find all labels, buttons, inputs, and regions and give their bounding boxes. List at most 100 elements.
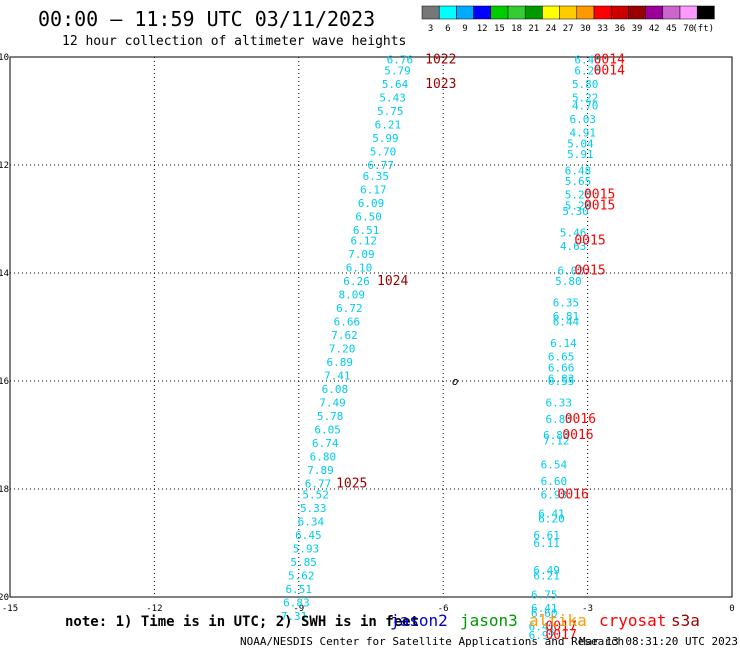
wave-height-point: 6.51 (286, 583, 313, 596)
scale-swatch (679, 5, 698, 20)
wave-height-point: 6.48 (565, 164, 592, 177)
wave-height-point: 6.80 (310, 451, 337, 464)
footer-timestamp: Mar 13 08:31:20 UTC 2023 (579, 635, 738, 648)
y-tick-label: -20 (0, 593, 9, 603)
scale-label: 24 (546, 24, 557, 34)
wave-height-point: 6.05 (314, 424, 341, 437)
wave-height-point: 5.52 (302, 488, 329, 501)
wave-height-point: 6.48 (574, 54, 601, 67)
wave-height-point: 6.65 (548, 351, 575, 364)
wave-height-point: 7.31 (281, 610, 308, 623)
time-label: 0017 (545, 628, 576, 643)
color-scale: 3 6 9 12 15 18 21 24 27 30 33 36 39 42 45 70(ft) (421, 5, 715, 34)
wave-height-point: 6.60 (541, 475, 568, 488)
wave-height-point: 6.83 (545, 413, 572, 426)
wave-height-point: 6.41 (531, 602, 558, 615)
scale-label: 30 (580, 24, 591, 34)
x-tick-label: -3 (582, 604, 593, 614)
wave-height-point: 5.99 (372, 132, 399, 145)
wave-height-point: 6.41 (529, 621, 556, 634)
wave-height-point: 6.03 (570, 113, 597, 126)
wave-height-point: 7.12 (543, 434, 570, 447)
scale-swatch (507, 5, 526, 20)
scale-swatch (593, 5, 612, 20)
wave-height-point: 6.93 (541, 488, 568, 501)
wave-height-point: 7.62 (331, 329, 358, 342)
y-tick-label: -14 (0, 269, 9, 279)
wave-height-point: 5.43 (379, 92, 406, 105)
wave-height-point: 6.77 (367, 159, 394, 172)
wave-height-point: 4.70 (572, 100, 599, 113)
wave-height-point: 6.09 (358, 197, 385, 210)
time-label: 0015 (584, 188, 615, 203)
wave-height-point: 4.91 (570, 127, 597, 140)
scale-swatch (645, 5, 664, 20)
wave-height-point: 6.66 (334, 316, 361, 329)
wave-height-point: 5.65 (565, 175, 592, 188)
wave-height-point: 7.41 (324, 370, 351, 383)
y-tick-label: -18 (0, 485, 9, 495)
scale-label: 36 (614, 24, 625, 34)
wave-height-point: 5.46 (560, 227, 587, 240)
time-label: 0015 (584, 199, 615, 214)
scale-swatch (559, 5, 578, 20)
wave-height-point: 5.80 (572, 78, 599, 91)
time-label: 1024 (377, 274, 408, 289)
scale-label: 27 (563, 24, 574, 34)
scale-label: 39 (632, 24, 643, 34)
wave-height-point: 5.91 (567, 148, 594, 161)
wave-height-point: 7.20 (329, 343, 356, 356)
wave-height-point: 6.54 (541, 459, 568, 472)
wave-height-point: 6.34 (298, 515, 325, 528)
scale-label: 15 (494, 24, 505, 34)
wave-height-point: 5.85 (290, 556, 317, 569)
wave-height-point: 6.41 (538, 507, 565, 520)
time-label: 1022 (425, 53, 456, 68)
y-tick-label: -10 (0, 53, 9, 63)
scale-label: 9 (462, 24, 467, 34)
chart-title: 00:00 – 11:59 UTC 03/11/2023 (38, 7, 375, 31)
scale-swatch (662, 5, 681, 20)
wave-height-point: 6.49 (533, 564, 560, 577)
wave-height-point: 6.21 (533, 569, 560, 582)
scale-label: 70 (683, 24, 694, 34)
wave-height-point: 6.35 (363, 170, 390, 183)
wave-height-point: 7.49 (319, 397, 346, 410)
time-label: 0014 (594, 53, 625, 68)
time-label: 0015 (574, 263, 605, 278)
footer-note: note: 1) Time is in UTC; 2) SWH is in fe… (65, 614, 419, 630)
wave-height-point: 6.61 (533, 529, 560, 542)
wave-height-point: 6.02 (558, 264, 585, 277)
scale-label: 21 (528, 24, 539, 34)
wave-height-point: 6.66 (548, 362, 575, 375)
time-label: 0016 (558, 487, 589, 502)
time-label: 0017 (545, 620, 576, 635)
wave-height-point: 5.78 (317, 410, 344, 423)
x-tick-label: -15 (2, 604, 18, 614)
wave-height-point: 6.83 (283, 596, 310, 609)
footer-credit: NOAA/NESDIS Center for Satellite Applica… (240, 635, 624, 648)
wave-height-point: 5.62 (288, 569, 315, 582)
scale-swatch (628, 5, 646, 20)
plot-area: -15-12-9-6-30-10-12-14-16-18-206.765.795… (0, 53, 735, 643)
wave-height-point: 5.70 (370, 146, 397, 159)
wave-height-point: 6.83 (543, 429, 570, 442)
satellite-s3a: s3a (671, 611, 700, 630)
wave-height-point: 6.26 (343, 275, 370, 288)
satellite-jason3: jason3 (460, 611, 518, 630)
wave-height-point: 5.22 (572, 92, 599, 105)
scale-swatch (576, 5, 595, 20)
scale-swatch (524, 5, 543, 20)
scale-label: 18 (511, 24, 522, 34)
wave-height-point: 6.45 (295, 529, 322, 542)
wave-height-point: 5.64 (382, 78, 409, 91)
wave-height-point: 4.63 (560, 240, 587, 253)
wave-height-point: 6.51 (353, 224, 380, 237)
x-tick-label: 0 (729, 604, 734, 614)
scale-label: 3 (428, 24, 433, 34)
wave-height-point: 6.83 (548, 372, 575, 385)
wave-height-point: 6.33 (545, 397, 572, 410)
wave-height-point: 6.17 (360, 183, 387, 196)
satellite-legend: jason2 jason3 altika cryosat s3a (390, 611, 700, 630)
time-label: 1025 (336, 477, 367, 492)
